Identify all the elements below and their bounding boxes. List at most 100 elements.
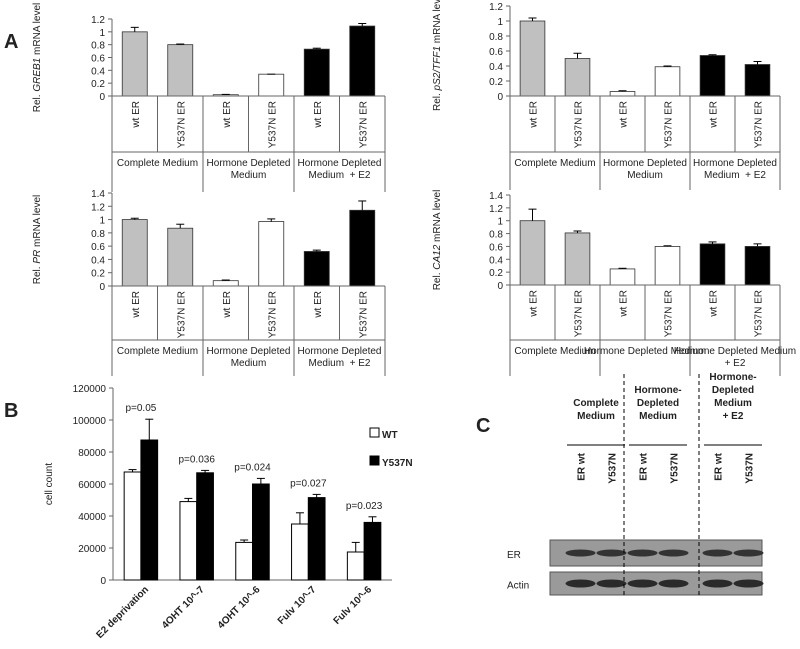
blot-band bbox=[702, 549, 733, 557]
group-label: Hormone Depleted bbox=[298, 158, 382, 169]
y-tick-label: 0 bbox=[497, 92, 503, 103]
y-label-part: mRNA level bbox=[32, 195, 43, 250]
y-label-part: Rel. bbox=[32, 264, 43, 285]
y-tick-label: 120000 bbox=[73, 384, 107, 395]
blot-band bbox=[627, 549, 658, 557]
blot-band bbox=[658, 549, 689, 557]
group-label: Hormone Depleted Medium bbox=[674, 346, 796, 357]
legend-swatch bbox=[369, 455, 380, 466]
y-tick-label: 0.4 bbox=[91, 255, 105, 266]
group-label: Hormone Depleted bbox=[207, 346, 291, 357]
bar bbox=[121, 31, 148, 97]
y-tick-label: 0.6 bbox=[489, 242, 503, 253]
bar bbox=[252, 483, 270, 581]
group-label: Complete Medium bbox=[514, 158, 595, 169]
blot-header: Medium bbox=[714, 398, 752, 409]
y-axis-label: Rel. GREB1 mRNA level bbox=[32, 3, 43, 112]
category-label: wt ER bbox=[619, 290, 630, 318]
group-label: Complete Medium bbox=[117, 158, 198, 169]
bar bbox=[140, 439, 159, 581]
category-label: wt ER bbox=[529, 101, 540, 129]
group-label: Medium bbox=[231, 170, 267, 181]
category-label: wt ER bbox=[131, 101, 142, 129]
group-label: Hormone Depleted Medium bbox=[584, 346, 706, 357]
p-value: p=0.027 bbox=[290, 478, 327, 489]
y-tick-label: 20000 bbox=[78, 544, 106, 555]
y-tick-label: 1.4 bbox=[489, 191, 503, 202]
bar bbox=[609, 91, 636, 97]
bar bbox=[699, 243, 726, 286]
blot-band bbox=[627, 579, 658, 588]
category-label: wt ER bbox=[222, 101, 233, 129]
y-tick-label: 0.8 bbox=[91, 229, 105, 240]
category-label: wt ER bbox=[709, 101, 720, 129]
group-label: Medium + E2 bbox=[309, 170, 371, 181]
legend-label: WT bbox=[382, 430, 398, 441]
category-label: 4OHT 10^-7 bbox=[160, 584, 207, 631]
category-label: Y537N ER bbox=[358, 291, 369, 338]
group-label: Medium bbox=[231, 358, 267, 369]
y-label-part: mRNA level bbox=[432, 190, 443, 245]
group-label: Hormone Depleted bbox=[207, 158, 291, 169]
group-label: Medium + E2 bbox=[309, 358, 371, 369]
category-label: wt ER bbox=[222, 291, 233, 319]
y-tick-label: 0.6 bbox=[489, 47, 503, 58]
blot-header: Depleted bbox=[637, 398, 679, 409]
y-tick-label: 1.2 bbox=[489, 204, 503, 215]
y-label-part: Rel. bbox=[432, 90, 443, 111]
category-label: wt ER bbox=[529, 290, 540, 318]
y-tick-label: 0.2 bbox=[489, 77, 503, 88]
blot-header: + E2 bbox=[723, 411, 744, 422]
bar bbox=[363, 521, 382, 581]
panel-label: C bbox=[476, 415, 490, 437]
y-axis-label: Rel. PR mRNA level bbox=[32, 195, 43, 284]
bar bbox=[212, 280, 239, 287]
category-label: Fulv 10^-6 bbox=[332, 584, 375, 627]
bar bbox=[519, 20, 546, 97]
bar bbox=[654, 246, 681, 286]
y-tick-label: 1.2 bbox=[91, 202, 105, 213]
y-tick-label: 0 bbox=[99, 282, 105, 293]
category-label: Y537N ER bbox=[358, 101, 369, 148]
panel-label: B bbox=[4, 400, 18, 422]
bar bbox=[196, 472, 214, 581]
y-tick-label: 0.8 bbox=[489, 32, 503, 43]
blot-band bbox=[565, 579, 596, 588]
group-label: Hormone Depleted bbox=[298, 346, 382, 357]
bar bbox=[258, 73, 285, 97]
bar bbox=[744, 64, 771, 97]
y-axis-label: Rel. CA12 mRNA level bbox=[432, 190, 443, 291]
bar bbox=[235, 541, 253, 581]
bar bbox=[123, 471, 142, 581]
bar bbox=[564, 58, 591, 97]
group-label: Hormone Depleted bbox=[603, 158, 687, 169]
p-value: p=0.036 bbox=[178, 454, 215, 465]
y-tick-label: 0.4 bbox=[489, 255, 503, 266]
bar bbox=[564, 232, 591, 286]
lane-label: ER wt bbox=[577, 452, 588, 480]
y-axis-label: Rel. pS2/TFF1 mRNA level bbox=[432, 0, 443, 111]
category-label: Y537N ER bbox=[754, 101, 765, 148]
bar bbox=[121, 219, 148, 287]
y-label-part: mRNA level bbox=[32, 3, 43, 58]
blot-header: Complete bbox=[573, 398, 619, 409]
y-tick-label: 0.2 bbox=[91, 269, 105, 280]
y-tick-label: 60000 bbox=[78, 480, 106, 491]
y-tick-label: 1 bbox=[497, 17, 503, 28]
y-tick-label: 0.2 bbox=[91, 79, 105, 90]
legend-swatch bbox=[369, 427, 380, 438]
y-label-part: GREB1 bbox=[32, 58, 43, 92]
group-label: Medium + E2 bbox=[704, 170, 766, 181]
group-label: Hormone Depleted bbox=[693, 158, 777, 169]
blot-band bbox=[565, 549, 596, 557]
category-label: wt ER bbox=[313, 291, 324, 319]
group-label: Medium bbox=[627, 170, 663, 181]
legend-label: Y537N bbox=[382, 458, 413, 469]
bar bbox=[258, 221, 285, 287]
p-value: p=0.024 bbox=[234, 462, 271, 473]
category-label: Y537N ER bbox=[574, 290, 585, 337]
category-label: wt ER bbox=[313, 101, 324, 129]
bar bbox=[654, 66, 681, 97]
